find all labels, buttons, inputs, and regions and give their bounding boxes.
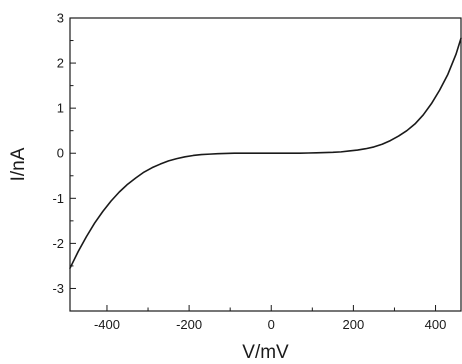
x-tick-label: -200 (176, 317, 202, 332)
y-tick-label: 1 (57, 101, 64, 116)
y-tick-label: -3 (52, 281, 64, 296)
x-tick-label: 400 (425, 317, 447, 332)
y-axis-label: I/nA (8, 147, 29, 181)
x-tick-label: -400 (94, 317, 120, 332)
y-tick-label: 2 (57, 56, 64, 71)
x-axis-label: V/mV (242, 342, 289, 363)
series-line (69, 37, 462, 269)
x-tick-label: 200 (343, 317, 365, 332)
y-tick-label: -1 (52, 191, 64, 206)
y-tick-label: 3 (57, 11, 64, 26)
x-tick-label: 0 (268, 317, 275, 332)
y-tick-label: -2 (52, 236, 64, 251)
tick-labels-layer: -400 -200 0 200 400 3 2 1 0 -1 -2 -3 (52, 11, 446, 333)
y-tick-label: 0 (57, 146, 64, 161)
ticks-layer (70, 17, 437, 311)
plot-frame (69, 17, 462, 312)
